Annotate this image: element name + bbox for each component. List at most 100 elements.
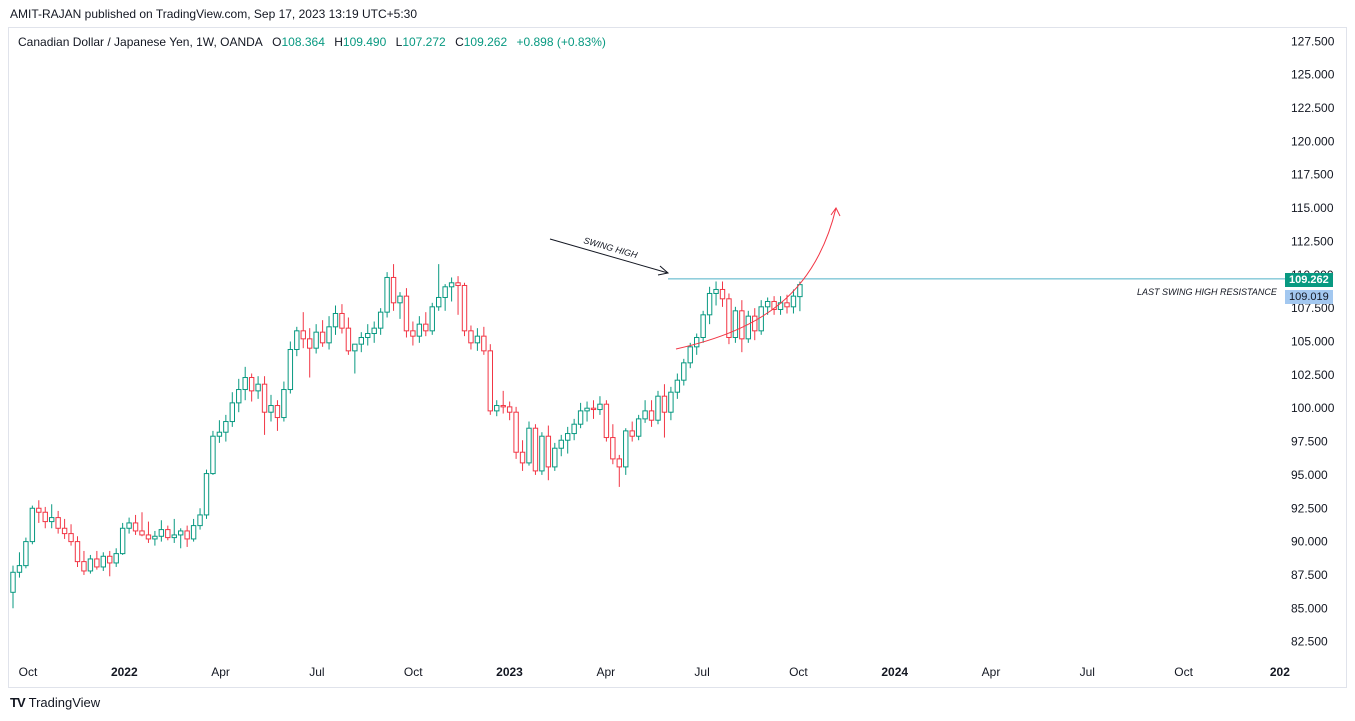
candle[interactable]	[655, 390, 661, 425]
candle[interactable]	[197, 508, 203, 530]
candle[interactable]	[764, 297, 771, 315]
candle[interactable]	[423, 312, 429, 337]
candle[interactable]	[577, 402, 584, 429]
candle[interactable]	[87, 554, 94, 574]
candle[interactable]	[752, 308, 758, 341]
candle[interactable]	[461, 282, 468, 337]
candle[interactable]	[558, 434, 564, 457]
candle[interactable]	[506, 401, 513, 421]
candle[interactable]	[739, 300, 745, 353]
candle[interactable]	[107, 550, 113, 577]
candle[interactable]	[500, 390, 506, 414]
candle[interactable]	[681, 358, 687, 386]
candle[interactable]	[210, 430, 216, 475]
candle[interactable]	[410, 321, 416, 346]
candle[interactable]	[274, 400, 281, 431]
candle[interactable]	[300, 312, 306, 349]
candle[interactable]	[448, 277, 455, 302]
candle[interactable]	[255, 376, 261, 399]
candle[interactable]	[603, 400, 610, 442]
candle[interactable]	[281, 381, 287, 422]
candle[interactable]	[590, 400, 597, 419]
candle[interactable]	[23, 537, 29, 569]
candle[interactable]	[190, 518, 197, 542]
candle[interactable]	[36, 500, 42, 523]
candle[interactable]	[332, 305, 339, 335]
candle[interactable]	[726, 293, 732, 345]
candle[interactable]	[384, 272, 390, 318]
candle[interactable]	[261, 376, 268, 435]
candle[interactable]	[49, 504, 55, 529]
candle[interactable]	[790, 289, 797, 314]
candle[interactable]	[165, 525, 171, 541]
candle[interactable]	[519, 440, 526, 471]
candle[interactable]	[139, 512, 145, 537]
projection-curve-arrow[interactable]	[675, 207, 841, 350]
candle[interactable]	[416, 316, 423, 343]
candle[interactable]	[10, 565, 16, 609]
candle[interactable]	[371, 321, 377, 343]
candle[interactable]	[171, 518, 177, 543]
candle[interactable]	[481, 326, 487, 355]
candle[interactable]	[42, 506, 48, 529]
candle[interactable]	[629, 421, 635, 442]
candle[interactable]	[268, 394, 274, 422]
candle[interactable]	[565, 426, 571, 454]
candle[interactable]	[152, 530, 158, 546]
candle[interactable]	[545, 425, 552, 481]
candle[interactable]	[719, 281, 726, 307]
candle[interactable]	[397, 292, 403, 319]
candle[interactable]	[119, 522, 126, 555]
candle[interactable]	[313, 324, 319, 354]
candle[interactable]	[113, 548, 119, 567]
candle[interactable]	[687, 342, 693, 369]
candle[interactable]	[390, 264, 397, 311]
candle[interactable]	[61, 518, 68, 539]
candle[interactable]	[532, 424, 539, 475]
candle[interactable]	[526, 421, 532, 466]
candle[interactable]	[178, 528, 184, 549]
candle[interactable]	[571, 418, 577, 441]
candle[interactable]	[352, 343, 358, 374]
candle[interactable]	[365, 324, 371, 346]
tradingview-footer[interactable]: TV TradingView	[10, 695, 100, 710]
candle[interactable]	[455, 276, 461, 315]
swing-high-arrow[interactable]	[549, 238, 670, 276]
candle[interactable]	[307, 328, 313, 378]
candle[interactable]	[474, 328, 481, 351]
candle[interactable]	[184, 525, 190, 547]
candle[interactable]	[429, 302, 435, 335]
chart-pane[interactable]	[8, 27, 1347, 688]
candle[interactable]	[661, 384, 668, 438]
candle[interactable]	[203, 469, 210, 519]
candle[interactable]	[74, 536, 81, 567]
candle[interactable]	[513, 406, 519, 459]
candle[interactable]	[700, 310, 706, 343]
candle[interactable]	[81, 550, 87, 575]
candle[interactable]	[16, 552, 23, 578]
candle[interactable]	[294, 326, 300, 357]
candle[interactable]	[248, 373, 255, 402]
candle[interactable]	[55, 510, 61, 534]
candle[interactable]	[29, 505, 36, 545]
candle[interactable]	[132, 514, 139, 535]
candle[interactable]	[94, 550, 100, 570]
candle[interactable]	[339, 304, 345, 334]
candle[interactable]	[216, 420, 223, 443]
candle[interactable]	[436, 264, 442, 311]
candle[interactable]	[648, 400, 655, 427]
candle[interactable]	[319, 320, 326, 347]
candle[interactable]	[668, 386, 674, 421]
candle[interactable]	[377, 308, 384, 335]
candle[interactable]	[158, 520, 165, 542]
candle[interactable]	[145, 521, 152, 543]
candle[interactable]	[642, 400, 648, 423]
candle[interactable]	[487, 344, 494, 415]
candle[interactable]	[236, 378, 242, 413]
candle[interactable]	[777, 296, 784, 315]
candle[interactable]	[242, 366, 248, 401]
candle[interactable]	[326, 316, 332, 350]
symbol-title[interactable]: Canadian Dollar / Japanese Yen, 1W, OAND…	[18, 35, 263, 49]
candle[interactable]	[552, 442, 558, 471]
candle[interactable]	[468, 325, 474, 350]
